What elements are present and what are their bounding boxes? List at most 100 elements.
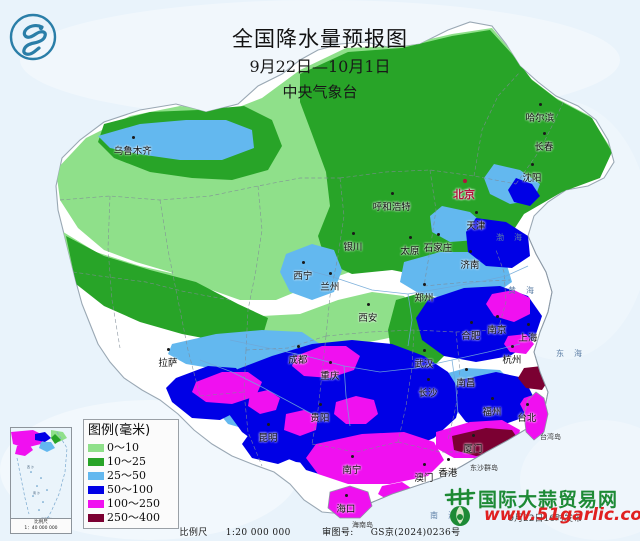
legend-row: 0～10 [88,441,174,454]
inset-scale-title: 比例尺 [34,520,48,525]
approval-label: 审图号: [322,528,354,538]
legend-row: 250～400 [88,511,174,524]
island-label: 海南岛 [352,521,373,529]
legend-title: 图例(毫米) [88,423,151,438]
city-label: 济南 [460,260,480,271]
city-marker [437,233,440,236]
city-marker [302,261,305,264]
city-marker [329,361,332,364]
city-marker [470,321,473,324]
issue-time: 9月22日16时发布 [508,514,582,524]
city-label: 上海 [518,333,538,344]
city-marker [472,434,475,437]
city-marker [465,368,468,371]
city-marker [475,211,478,214]
island-label: 东沙群岛 [470,464,498,472]
city-marker [351,455,354,458]
city-label: 西宁 [293,271,313,282]
sea-label: 渤 海 [496,233,523,242]
legend-box: 图例(毫米) 0～10 10～25 25～50 50～100 100～250 250～40… [83,419,179,530]
inset-scale: 比例尺 1：40 000 000 [11,518,71,533]
site-watermark: 国际大蒜贸易网 www.51garlic.com [438,485,640,529]
footer-line: 比例尺 1:20 000 000 审图号: GS京(2024)0236号 [0,525,640,538]
city-marker [531,163,534,166]
city-marker [329,272,332,275]
city-label: 乌鲁木齐 [113,146,152,157]
cma-dragon-logo [9,13,57,61]
city-label: 长沙 [418,388,438,399]
city-label: 杭州 [502,355,522,366]
city-label: 南宁 [342,465,362,476]
city-marker [423,349,426,352]
city-marker [491,397,494,400]
city-label: 海口 [336,504,356,515]
taiwan-island [523,391,549,441]
city-label: 成都 [288,355,308,366]
map-title: 全国降水量预报图 [232,27,408,51]
city-label: 石家庄 [423,243,453,254]
city-label: 台北 [517,413,537,424]
legend-label: 50～100 [107,483,153,497]
city-marker [539,103,542,106]
city-label: 澳门 [414,473,434,484]
city-marker [463,179,467,183]
island-label: 台湾岛 [540,433,561,441]
city-marker [496,315,499,318]
legend-label: 100～250 [107,497,160,511]
legend-row: 100～250 [88,497,174,510]
city-marker [391,192,394,195]
city-label: 厦门 [463,444,483,455]
south-china-sea-inset: 西 沙 南 沙 曾母暗沙 比例尺 1：40 000 000 [10,427,72,534]
legend-swatch [88,443,104,452]
approval-value: GS京(2024)0236号 [370,528,461,538]
city-label: 郑州 [414,293,434,304]
sea-label: 黄 海 [508,286,535,295]
scale-label: 比例尺 [179,528,208,538]
city-label: 长春 [534,142,554,153]
hainan-island [327,485,373,519]
legend-swatch [88,485,104,494]
city-label: 太原 [400,246,420,257]
province-borders [59,71,567,467]
inset-scale-value: 1：40 000 000 [24,526,58,532]
legend-swatch [88,499,104,508]
city-marker [527,323,530,326]
city-label: 兰州 [320,282,340,293]
svg-text:西 沙: 西 沙 [27,465,34,469]
legend-row: 25～50 [88,469,174,482]
sea-label: 南 海 [430,511,457,520]
city-marker [132,136,135,139]
legend-label: 250～400 [107,511,160,525]
city-label: 哈尔滨 [525,113,555,124]
city-label: 南京 [487,325,507,336]
inset-canvas: 西 沙 南 沙 曾母暗沙 [11,428,71,533]
title-block: 全国降水量预报图 9月22日—10月1日 中央气象台 [170,26,470,103]
legend-swatch [88,513,104,522]
city-label: 武汉 [414,359,434,370]
legend-swatch [88,457,104,466]
precipitation-bands [56,28,612,500]
city-marker [423,283,426,286]
forecast-period: 9月22日—10月1日 [249,57,391,77]
city-marker [297,345,300,348]
watermark-site-name: 国际大蒜贸易网 [478,489,619,511]
scale-value: 1:20 000 000 [225,528,291,538]
sea-label: 东 海 [556,349,583,358]
city-label: 呼和浩特 [372,202,411,213]
city-marker [423,463,426,466]
legend-row: 50～100 [88,483,174,496]
city-label: 西安 [358,313,378,324]
city-label: 合肥 [461,331,481,342]
watermark-url: www.51garlic.com [484,505,640,525]
legend-label: 10～25 [107,455,146,469]
city-label: 南昌 [456,378,476,389]
city-marker [511,345,514,348]
city-label: 沈阳 [522,173,542,184]
city-marker [427,378,430,381]
city-marker [409,236,412,239]
city-label: 贵阳 [310,413,330,424]
city-marker [345,494,348,497]
city-label: 昆明 [258,433,278,444]
